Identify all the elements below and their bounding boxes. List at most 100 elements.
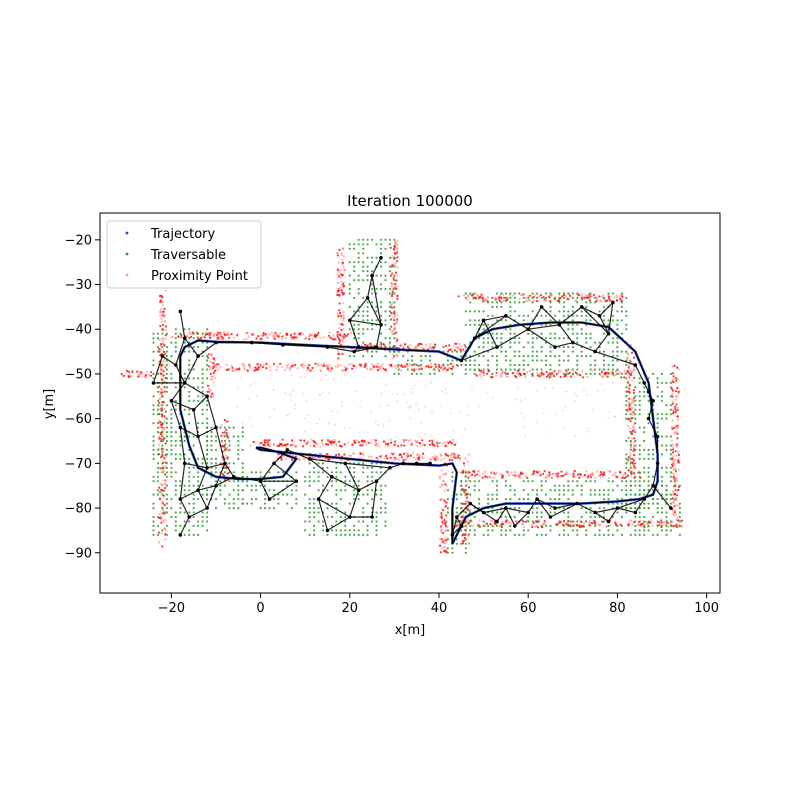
proximity-point [227,368,230,371]
proximity-point [541,522,545,526]
traversable-point [295,484,298,487]
graph-node [495,519,499,524]
traversable-point [165,346,168,349]
proximity-point [368,343,371,346]
graph-node [557,323,562,327]
proximity-point [467,533,470,536]
traversable-point [174,431,177,434]
proximity-point [467,414,469,417]
traversable-point [375,350,378,353]
proximity-point [390,325,393,328]
proximity-point [330,366,333,369]
proximity-point [224,442,227,445]
graph-edge [648,400,654,419]
traversable-point [531,296,534,299]
proximity-point [159,482,162,485]
proximity-point [673,364,676,367]
proximity-point [438,441,441,444]
proximity-point [364,362,367,365]
graph-edge [260,480,271,500]
proximity-point [466,501,469,504]
proximity-point [273,389,275,391]
traversable-point [183,328,186,331]
proximity-point [336,312,339,315]
proximity-point [454,456,457,459]
proximity-point [676,366,679,369]
proximity-point [537,299,540,303]
proximity-point [491,376,494,379]
proximity-point [543,298,546,301]
proximity-point [312,444,316,447]
proximity-point [417,441,420,444]
proximity-point [458,411,461,414]
traversable-point [567,355,570,358]
proximity-point [524,475,528,478]
traversable-point [602,355,606,358]
traversable-point [335,471,338,474]
traversable-point [219,484,222,487]
proximity-point [619,294,622,297]
proximity-point [672,448,675,451]
proximity-point [161,300,164,304]
traversable-point [647,448,650,451]
proximity-point [468,509,471,512]
proximity-point [400,369,403,372]
traversable-point [625,377,628,380]
proximity-point [385,454,388,458]
proximity-point [626,424,629,428]
proximity-point [301,332,304,335]
proximity-point [221,473,224,476]
proximity-point [337,330,340,333]
traversable-point [540,296,543,299]
traversable-point [353,484,356,487]
traversable-point [491,372,494,375]
proximity-point [578,373,582,376]
proximity-point [160,337,163,341]
proximity-point [262,363,265,366]
traversable-point [495,480,499,483]
proximity-point [413,384,416,387]
traversable-point [197,422,200,425]
proximity-point [346,333,349,336]
traversable-point [620,332,624,335]
traversable-point [567,480,570,483]
proximity-point [127,370,131,373]
traversable-point [643,529,646,532]
proximity-point [292,389,295,392]
proximity-point [614,374,617,377]
traversable-point [335,511,338,514]
traversable-point [634,462,637,465]
traversable-point [237,439,240,443]
proximity-point [674,477,677,480]
proximity-point [343,453,346,456]
traversable-point [478,355,481,358]
proximity-point [341,369,344,372]
traversable-point [259,507,262,510]
proximity-point [565,522,568,525]
proximity-point [294,363,297,366]
proximity-point [536,526,539,529]
traversable-point [669,404,673,407]
traversable-point [170,431,173,434]
proximity-point [408,406,411,409]
proximity-point [379,455,382,458]
proximity-point [616,296,619,299]
proximity-point [314,441,317,444]
traversable-point [237,493,240,496]
traversable-point [188,368,191,371]
traversable-point [393,256,396,259]
proximity-point [160,377,163,380]
proximity-point [454,454,457,457]
traversable-point [206,417,209,420]
proximity-point [374,443,377,446]
traversable-point [152,493,155,496]
proximity-point [575,299,578,302]
proximity-point [620,299,623,302]
proximity-point [213,357,216,360]
proximity-point [415,345,418,348]
traversable-point [375,533,378,537]
proximity-point [467,535,470,538]
proximity-point [393,322,396,326]
graph-node [459,358,464,363]
graph-edge [349,490,360,518]
